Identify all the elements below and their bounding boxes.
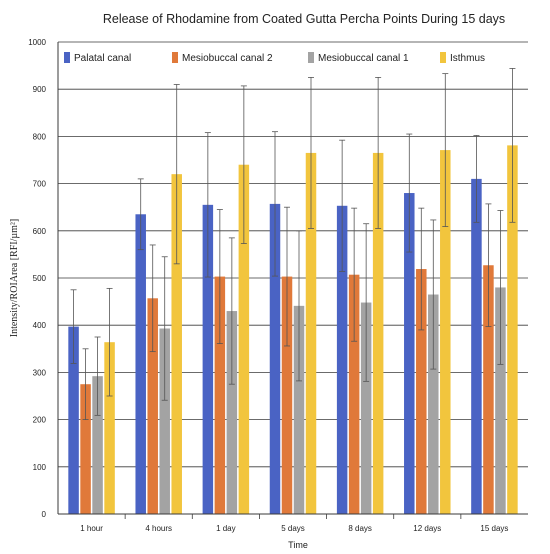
bar — [226, 311, 238, 514]
axes: 0 100 200 300 400 500 600 700 800 900 1000 1 hour 4 … — [28, 38, 528, 533]
y-tick-label: 0 — [42, 510, 47, 519]
y-tick-label: 900 — [33, 85, 47, 94]
error-bars — [70, 68, 516, 421]
y-tick-label: 700 — [33, 180, 47, 189]
y-tick-label: 500 — [33, 274, 47, 283]
x-tick-label: 5 days — [281, 524, 305, 533]
bar — [404, 193, 415, 515]
legend-swatch — [440, 52, 446, 63]
bar — [372, 152, 384, 515]
y-tick-label: 1000 — [28, 38, 46, 47]
bar — [159, 328, 170, 514]
bars — [68, 145, 518, 515]
x-tick-label: 1 hour — [80, 524, 103, 533]
y-tick-label: 300 — [33, 368, 47, 377]
y-tick-label: 600 — [33, 227, 47, 236]
x-tick-label: 12 days — [413, 524, 441, 533]
bar — [214, 276, 226, 514]
bar — [68, 326, 79, 514]
bar — [147, 298, 158, 514]
bar — [293, 305, 305, 514]
bar — [483, 265, 494, 514]
bar — [428, 294, 439, 514]
y-axis-title: Intensity/ROIArea [RFI/µm²] — [9, 219, 20, 337]
y-tick-label: 800 — [33, 132, 47, 141]
grid-lines — [58, 41, 528, 468]
x-tick-label: 4 hours — [145, 524, 172, 533]
bar — [305, 152, 317, 515]
legend-label: Mesiobuccal canal 1 — [318, 53, 409, 64]
legend: Palatal canal Mesiobuccal canal 2 Mesiobuc… — [64, 52, 485, 64]
y-tick-label: 100 — [33, 463, 47, 472]
x-tick-label: 15 days — [480, 524, 508, 533]
bar — [281, 276, 293, 514]
bar — [360, 302, 372, 514]
bar — [348, 274, 360, 514]
bar — [104, 342, 115, 514]
bar — [495, 287, 506, 514]
bar — [416, 269, 427, 514]
y-tick-label: 400 — [33, 321, 47, 330]
legend-label: Mesiobuccal canal 2 — [182, 53, 273, 64]
bar — [269, 203, 281, 514]
legend-label: Isthmus — [450, 53, 485, 64]
x-tick-label: 1 day — [216, 524, 236, 533]
x-tick-label: 8 days — [348, 524, 372, 533]
bar — [440, 150, 451, 514]
legend-label: Palatal canal — [74, 53, 131, 64]
bar — [238, 164, 250, 514]
legend-swatch — [172, 52, 178, 63]
legend-swatch — [64, 52, 70, 63]
bar — [80, 384, 91, 514]
bar — [336, 205, 348, 514]
chart-title: Release of Rhodamine from Coated Gutta P… — [103, 12, 505, 26]
bar — [92, 376, 103, 514]
bar — [171, 174, 182, 514]
y-tick-label: 200 — [33, 416, 47, 425]
bar — [135, 214, 146, 514]
bar — [202, 204, 214, 514]
bar — [507, 145, 518, 515]
legend-swatch — [308, 52, 314, 63]
bar — [471, 178, 482, 514]
x-axis-title: Time — [288, 540, 308, 550]
